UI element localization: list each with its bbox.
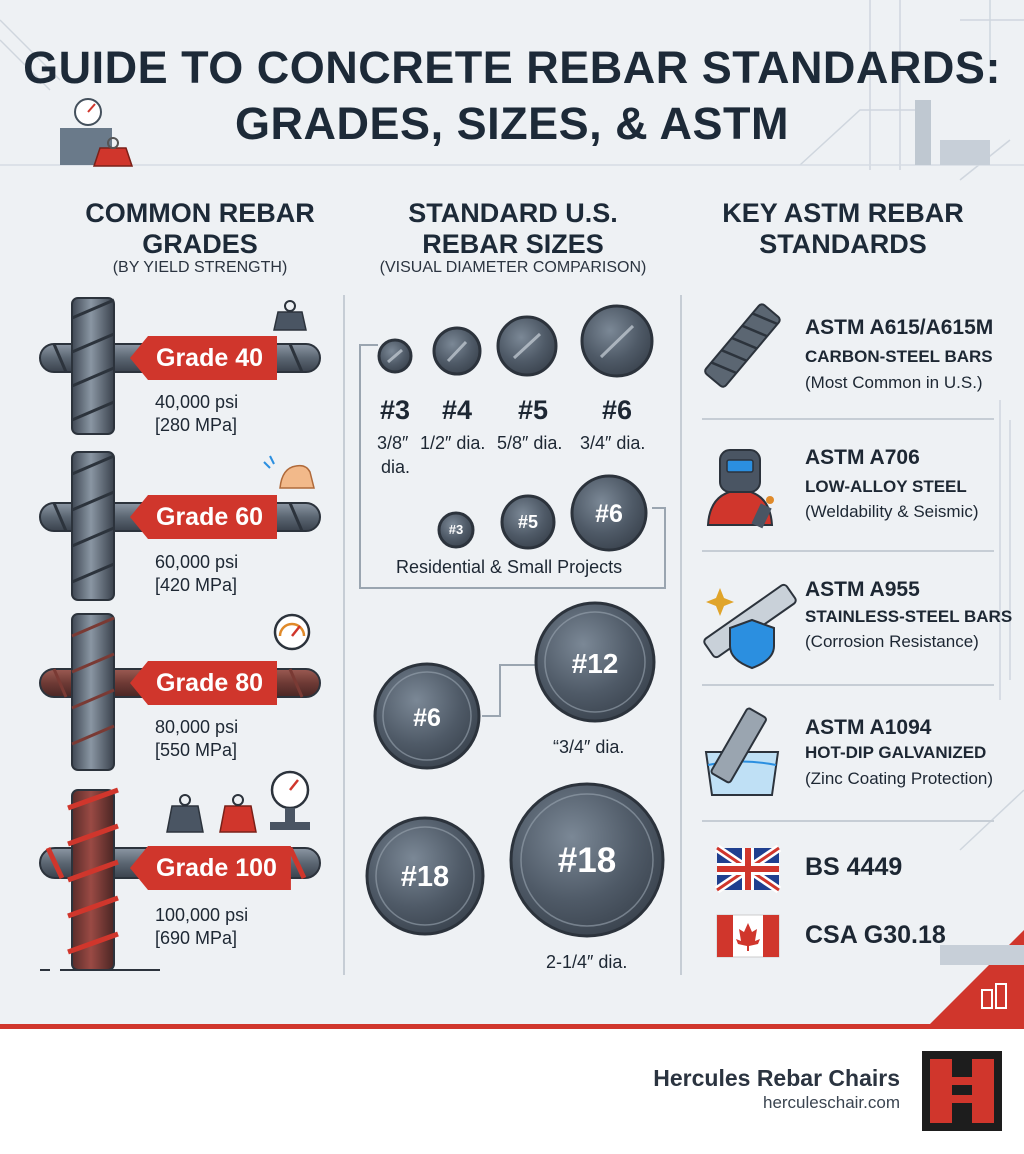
grade-40-mpa: [280 MPa]: [155, 415, 238, 435]
grade-40-tag: Grade 40: [130, 336, 278, 380]
sizes-subheading: (VISUAL DIAMETER COMPARISON): [379, 259, 647, 276]
hercules-logo-icon: [922, 1051, 1002, 1131]
bottom-caption: 2-1/4″ dia.: [546, 952, 628, 972]
size-4-label: #4: [441, 395, 473, 425]
astm-separator-2: [702, 550, 994, 552]
grades-heading-line-2: GRADES: [142, 229, 258, 259]
size-4-diameter: 1/2″ dia.: [420, 433, 486, 453]
grade-80-psi: 80,000 psi: [155, 717, 239, 737]
size-6-diameter: 3/4″ dia.: [580, 433, 646, 453]
mid-size-6-label: #6: [413, 704, 441, 732]
astm-a615-desc: CARBON-STEEL BARS: [805, 347, 993, 366]
sizes-heading-line-1: STANDARD U.S.: [408, 198, 618, 228]
astm-a706-note: (Weldability & Seismic): [805, 502, 979, 521]
weights-and-gauge-icon: [166, 770, 310, 833]
grade-60-tag: Grade 60: [130, 495, 278, 539]
column-divider-right: [680, 295, 682, 975]
gauge-icon: [273, 613, 311, 651]
astm-a706-code: ASTM A706: [805, 446, 920, 469]
bs-4449-label: BS 4449: [805, 853, 903, 881]
astm-a706-desc: LOW-ALLOY STEEL: [805, 477, 967, 496]
astm-heading: KEY ASTM REBAR STANDARDS: [683, 198, 1003, 260]
grades-heading-line-1: COMMON REBAR: [85, 198, 315, 228]
astm-a955-code: ASTM A955: [805, 578, 920, 601]
astm-a955-desc: STAINLESS-STEEL BARS: [805, 607, 1013, 626]
size-5-label: #5: [517, 395, 549, 425]
title-line-2: GRADES, SIZES, & ASTM: [235, 98, 789, 149]
astm-a615-code: ASTM A615/A615M: [805, 316, 994, 339]
sizes-heading-line-2: REBAR SIZES: [422, 229, 604, 259]
grade-60-psi: 60,000 psi: [155, 552, 239, 572]
grade-80-mpa: [550 MPa]: [155, 740, 238, 760]
size-3-label: #3: [379, 395, 411, 425]
astm-a615-note: (Most Common in U.S.): [805, 373, 983, 392]
grade-100-psi: 100,000 psi: [155, 905, 249, 925]
astm-a1094-note: (Zinc Coating Protection): [805, 769, 994, 788]
grades-heading: COMMON REBAR GRADES: [40, 198, 360, 260]
astm-a1094-desc: HOT-DIP GALVANIZED: [805, 743, 987, 762]
astm-a955-note: (Corrosion Resistance): [805, 632, 979, 651]
astm-separator-1: [702, 418, 994, 420]
grade-100-mpa: [690 MPa]: [155, 928, 238, 948]
grades-subheading: (BY YIELD STRENGTH): [112, 259, 288, 276]
background-decoration: [0, 0, 1024, 1024]
small-projects-caption: Residential & Small Projects: [396, 557, 623, 577]
bottom-size-18-label-left: #18: [400, 861, 450, 893]
mid-size-12-label: #12: [571, 648, 619, 679]
strength-arm-icon: [263, 455, 315, 489]
small-size-3-label: #3: [448, 522, 464, 537]
size-3-diameter-suffix: dia.: [381, 457, 411, 477]
astm-heading-line-1: KEY ASTM REBAR: [722, 198, 964, 228]
astm-a1094-code: ASTM A1094: [805, 716, 932, 739]
grade-40-psi: 40,000 psi: [155, 392, 239, 412]
title-line-1: GUIDE TO CONCRETE REBAR STANDARDS:: [23, 42, 1001, 93]
mid-caption: “3/4″ dia.: [553, 737, 625, 757]
astm-separator-4: [702, 820, 994, 822]
brand-name: Hercules Rebar Chairs: [653, 1065, 900, 1091]
footer-accent-line: [0, 1024, 1024, 1029]
size-6-label: #6: [601, 395, 633, 425]
size-3-diameter: 3/8″: [377, 433, 409, 453]
size-5-diameter: 5/8″ dia.: [497, 433, 563, 453]
infographic-panel: GUIDE TO CONCRETE REBAR STANDARDS: GRADE…: [0, 0, 1024, 1024]
brand-url: herculeschair.com: [762, 1093, 900, 1112]
weight-icon: [273, 300, 307, 331]
page-title: GUIDE TO CONCRETE REBAR STANDARDS: GRADE…: [0, 40, 1024, 152]
column-divider-left: [343, 295, 345, 975]
grade-80-tag: Grade 80: [130, 661, 278, 705]
astm-separator-3: [702, 684, 994, 686]
bottom-size-18-label-right: #18: [557, 841, 617, 880]
small-size-6-label: #6: [595, 500, 623, 528]
small-size-5-label: #5: [517, 512, 539, 532]
astm-heading-line-2: STANDARDS: [759, 229, 927, 259]
grade-100-tag: Grade 100: [130, 846, 291, 890]
sizes-heading: STANDARD U.S. REBAR SIZES: [353, 198, 673, 260]
csa-g30-18-label: CSA G30.18: [805, 921, 946, 949]
grade-60-mpa: [420 MPa]: [155, 575, 238, 595]
